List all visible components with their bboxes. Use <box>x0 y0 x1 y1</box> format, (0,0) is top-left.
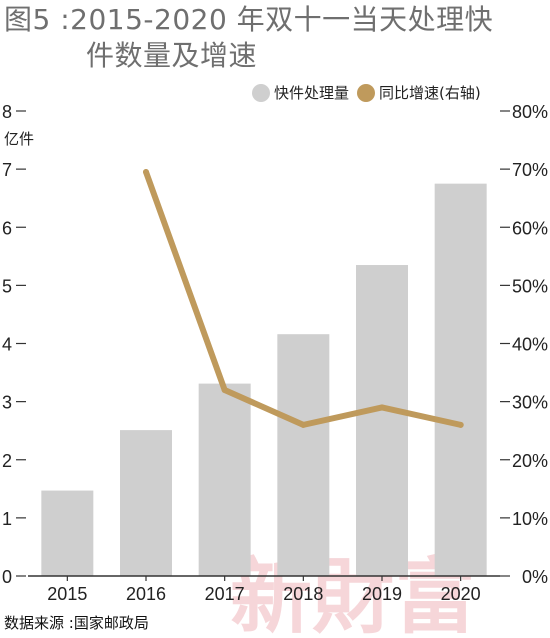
source-note: 数据来源 :国家邮政局 <box>4 614 149 632</box>
y-right-tick-label: 80% <box>512 102 548 122</box>
growth-point-2016 <box>143 169 149 176</box>
legend-item-line: 同比增速(右轴) <box>357 82 481 103</box>
bar-2017 <box>198 383 251 576</box>
y-left-tick-label: 8 <box>2 102 12 122</box>
legend-swatch-bars <box>252 83 270 102</box>
x-tick-label: 2020 <box>441 584 481 604</box>
growth-point-2020 <box>457 421 464 428</box>
chart-title: 图5 :2015-2020 年双十一当天处理快 件数量及增速 <box>4 2 544 74</box>
bar-2018 <box>277 334 330 576</box>
x-tick-label: 2019 <box>362 584 402 604</box>
left-axis-unit: 亿件 <box>4 130 35 148</box>
growth-point-2017 <box>221 387 228 393</box>
bar-2019 <box>356 265 408 576</box>
y-left-tick-label: 1 <box>2 509 12 529</box>
bar-2020 <box>434 183 487 576</box>
legend-label-line: 同比增速(右轴) <box>379 84 481 102</box>
x-tick-label: 2015 <box>47 584 87 604</box>
y-left-tick-label: 0 <box>2 567 12 587</box>
x-tick-label: 2017 <box>205 584 245 604</box>
y-right-tick-label: 50% <box>512 276 548 296</box>
chart-title-line1: 图5 :2015-2020 年双十一当天处理快 <box>4 3 494 36</box>
y-left-tick-label: 3 <box>2 393 12 413</box>
chart-title-line2: 件数量及增速 <box>86 39 258 72</box>
y-right-tick-label: 10% <box>512 509 548 529</box>
legend: 快件处理量 同比增速(右轴) <box>252 82 489 103</box>
y-right-tick-label: 70% <box>512 160 548 180</box>
x-tick-label: 2016 <box>126 584 166 604</box>
y-right-tick-label: 30% <box>512 393 548 413</box>
bar-2015 <box>41 490 94 576</box>
y-left-tick-label: 4 <box>2 335 12 355</box>
y-right-tick-label: 20% <box>512 451 548 471</box>
y-right-tick-label: 40% <box>512 335 548 355</box>
legend-swatch-line <box>357 83 376 102</box>
x-tick-label: 2018 <box>283 584 323 604</box>
y-left-tick-label: 2 <box>2 451 12 471</box>
y-right-tick-label: 60% <box>512 218 548 238</box>
growth-point-2019 <box>379 404 385 411</box>
legend-item-bars: 快件处理量 <box>252 82 349 103</box>
y-left-tick-label: 5 <box>2 276 12 296</box>
growth-point-2018 <box>300 421 307 428</box>
y-right-tick-label: 0% <box>522 567 548 587</box>
y-left-tick-label: 6 <box>2 218 12 238</box>
bar-2016 <box>120 430 172 576</box>
y-left-tick-label: 7 <box>2 160 12 180</box>
legend-label-bars: 快件处理量 <box>274 84 350 102</box>
